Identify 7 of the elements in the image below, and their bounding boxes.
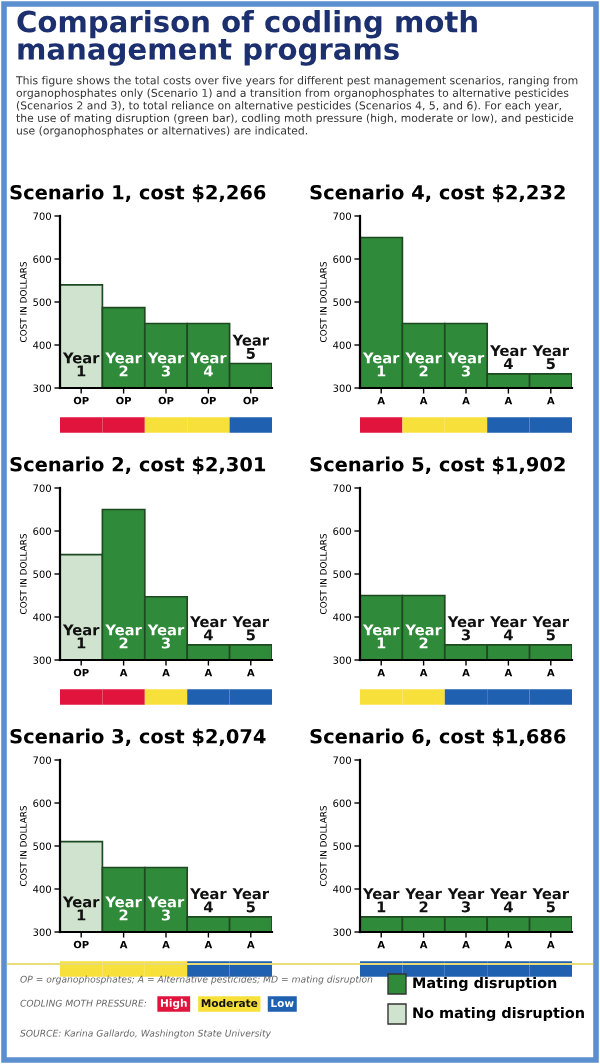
chart-title: Scenario 4, cost $2,232: [310, 184, 565, 203]
text: Comparison of codling moth management programs: [17, 10, 477, 66]
chart-title: Scenario 2, cost $2,301: [10, 456, 266, 475]
chart-title: Scenario 6, cost $1,686: [310, 728, 566, 747]
chart-title: Scenario 5, cost $1,902: [310, 456, 565, 475]
chart-title: Scenario 3, cost $2,074: [10, 728, 266, 747]
chart-title: Scenario 1, cost $2,266: [10, 184, 266, 203]
